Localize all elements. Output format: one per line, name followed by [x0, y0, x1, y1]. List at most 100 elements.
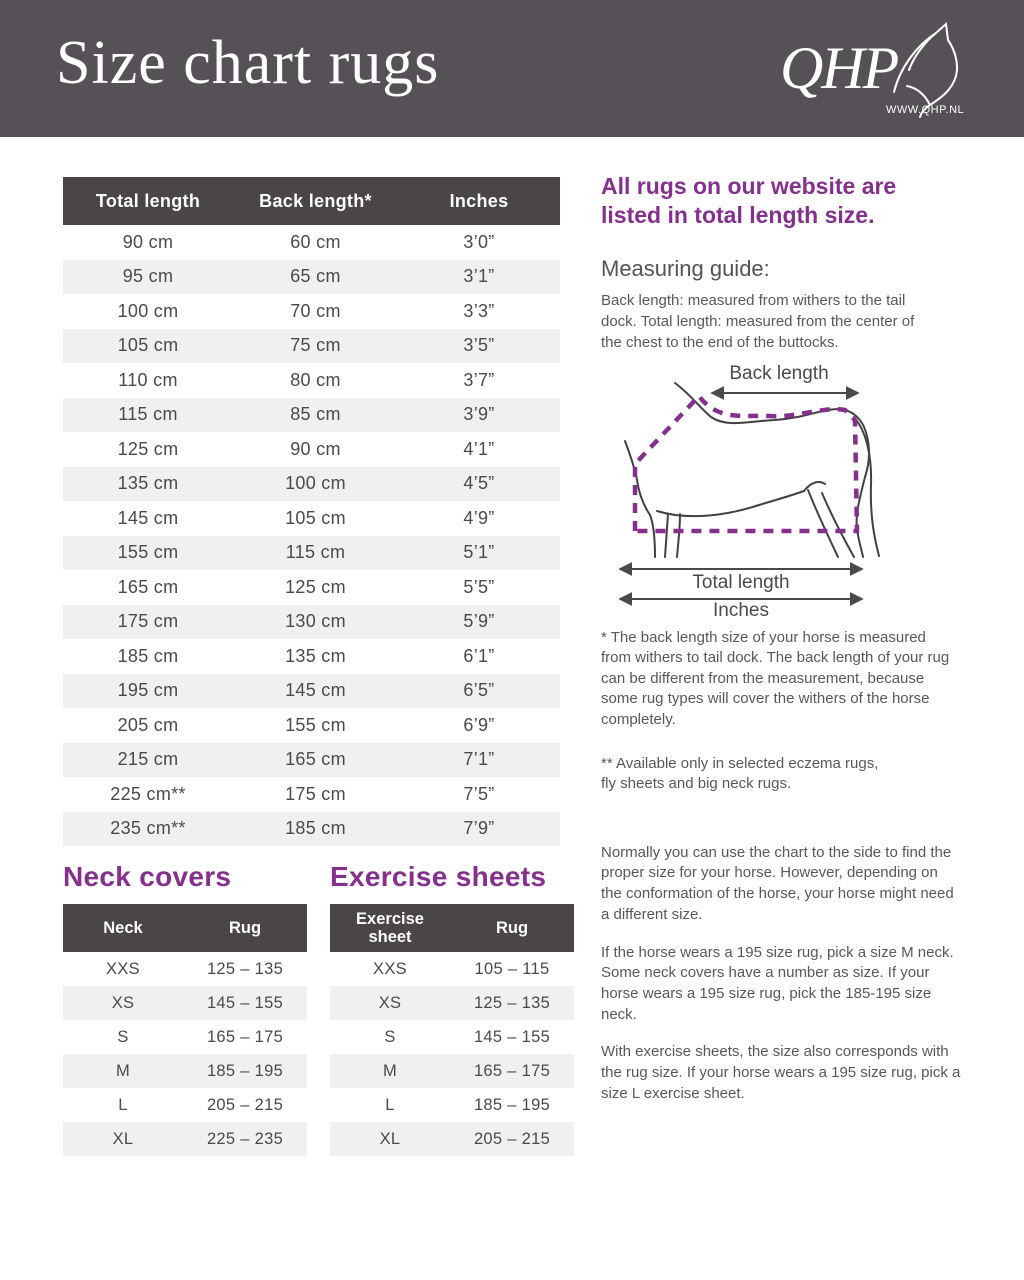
total-length-definition: Total length: measured from the center o…	[601, 313, 915, 352]
table-cell: 135 cm	[285, 645, 346, 666]
table-cell: 100 cm	[117, 300, 179, 321]
table-cell: 75 cm	[233, 328, 398, 363]
table-cell: 185 – 195	[473, 1095, 551, 1114]
measuring-guide-text: Back length: measured from withers to th…	[601, 290, 927, 353]
table-cell: 100 cm	[233, 466, 398, 501]
table-cell: M	[63, 1054, 183, 1088]
table-cell: 115 cm	[233, 535, 398, 570]
rug-size-table-header: Total length Back length* Inches	[63, 177, 560, 225]
table-cell: S	[117, 1027, 129, 1046]
table-row: XS 145 – 155	[63, 986, 307, 1020]
table-cell: L	[385, 1095, 395, 1114]
table-cell: 4’1”	[463, 438, 495, 459]
table-cell: 125 – 135	[450, 986, 574, 1020]
page-title: Size chart rugs	[56, 29, 440, 97]
table-row: 145 cm 105 cm 4’9”	[63, 501, 560, 536]
qhp-logo-url: WWW.QHP.NL	[886, 104, 964, 116]
table-row: 110 cm 80 cm 3’7”	[63, 363, 560, 398]
table-row: 225 cm** 175 cm 7’5”	[63, 777, 560, 812]
table-cell: XS	[330, 986, 450, 1020]
page-header: Size chart rugs QHP WWW.QHP.NL	[0, 0, 1024, 137]
table-cell: 185 – 195	[183, 1054, 307, 1088]
table-cell: 85 cm	[233, 397, 398, 432]
table-cell: 145 – 155	[473, 1027, 551, 1046]
table-cell: 105 cm	[63, 328, 233, 363]
advice-paragraph-exercise: With exercise sheets, the size also corr…	[601, 1043, 961, 1102]
table-row: 175 cm 130 cm 5’9”	[63, 604, 560, 639]
table-row: 205 cm 155 cm 6’9”	[63, 708, 560, 743]
table-row: 90 cm 60 cm 3’0”	[63, 225, 560, 260]
column-header-rug: Rug	[450, 904, 574, 952]
column-header-rug: Rug	[183, 904, 307, 952]
table-cell: 90 cm	[290, 438, 341, 459]
table-row: 125 cm 90 cm 4’1”	[63, 432, 560, 467]
column-header-neck: Neck	[63, 904, 183, 952]
table-cell: 155 cm	[63, 535, 233, 570]
table-row: 155 cm 115 cm 5’1”	[63, 535, 560, 570]
column-header-exercise-sheet: Exercise sheet	[330, 904, 450, 952]
table-row: S 165 – 175	[63, 1020, 307, 1054]
table-cell: 5’9”	[398, 604, 560, 639]
table-cell: S	[384, 1027, 396, 1046]
table-cell: 6’1”	[463, 645, 495, 666]
table-cell: 225 – 235	[183, 1122, 307, 1156]
exercise-sheet-header-label: Exercise sheet	[356, 909, 424, 946]
horse-measurement-diagram: Back length Total length Inc	[618, 363, 880, 618]
table-row: 100 cm 70 cm 3’3”	[63, 294, 560, 329]
table-cell: 3’3”	[463, 300, 495, 321]
table-row: 215 cm 165 cm 7’1”	[63, 742, 560, 777]
table-cell: 7’1”	[398, 742, 560, 777]
exercise-sheets-table: Exercise sheet Rug XXS 105 – 115 XS 125 – 1…	[330, 904, 574, 1156]
table-cell: 165 cm	[233, 742, 398, 777]
table-cell: 6’9”	[463, 714, 495, 735]
exercise-sheets-table-header: Exercise sheet Rug	[330, 904, 574, 952]
table-cell: 235 cm**	[63, 811, 233, 846]
table-cell: 145 cm	[117, 507, 179, 528]
advice-paragraph-general: Normally you can use the chart to the si…	[601, 843, 954, 923]
total-length-label: Total length	[692, 572, 789, 593]
rug-outline-dashed	[632, 392, 860, 534]
table-cell: 130 cm	[233, 604, 398, 639]
table-cell: 6’5”	[398, 673, 560, 708]
table-row: XXS 105 – 115	[330, 952, 574, 986]
table-cell: 5’5”	[463, 576, 495, 597]
table-row: XL 205 – 215	[330, 1122, 574, 1156]
table-cell: 155 cm	[285, 714, 346, 735]
table-row: L 205 – 215	[63, 1088, 307, 1122]
table-row: XL 225 – 235	[63, 1122, 307, 1156]
table-cell: 80 cm	[290, 369, 341, 390]
right-column: All rugs on our website are listed in to…	[601, 172, 961, 1121]
exercise-sheets-table-body: XXS 105 – 115 XS 125 – 135 S 145 – 155 M 165 – …	[330, 952, 574, 1156]
advice-paragraph-neck: If the horse wears a 195 size rug, pick …	[601, 943, 954, 1023]
table-cell: 165 – 175	[206, 1027, 284, 1046]
table-row: L 185 – 195	[330, 1088, 574, 1122]
table-cell: 225 cm**	[110, 783, 186, 804]
table-cell: 4’5”	[398, 466, 560, 501]
table-row: S 145 – 155	[330, 1020, 574, 1054]
neck-covers-table-body: XXS 125 – 135 XS 145 – 155 S 165 – 175 M 185 – …	[63, 952, 307, 1156]
neck-covers-table: Neck Rug XXS 125 – 135 XS 145 – 155 S 165 – 1…	[63, 904, 307, 1156]
qhp-logo-text: QHP	[780, 35, 899, 101]
table-cell: 3’9”	[398, 397, 560, 432]
table-cell: 165 cm	[117, 576, 179, 597]
inches-label: Inches	[713, 600, 769, 618]
horse-head-icon	[893, 21, 958, 118]
qhp-logo: QHP WWW.QHP.NL	[780, 21, 964, 118]
table-cell: 4’9”	[463, 507, 495, 528]
table-cell: 5’1”	[398, 535, 560, 570]
column-header-total-length: Total length	[63, 177, 233, 225]
table-cell: 145 cm	[233, 673, 398, 708]
table-cell: 3’0”	[463, 231, 495, 252]
table-cell: 125 cm	[117, 438, 179, 459]
table-cell: 205 – 215	[450, 1122, 574, 1156]
table-cell: 115 cm	[63, 397, 233, 432]
table-cell: M	[330, 1054, 450, 1088]
rug-size-table-body: 90 cm 60 cm 3’0” 95 cm 65 cm 3’1” 100 cm 70 cm 3…	[63, 225, 560, 846]
table-cell: 195 cm	[63, 673, 233, 708]
table-row: 135 cm 100 cm 4’5”	[63, 466, 560, 501]
table-row: 115 cm 85 cm 3’9”	[63, 397, 560, 432]
table-cell: 205 cm	[117, 714, 179, 735]
exercise-sheets-heading: Exercise sheets	[330, 861, 547, 892]
table-row: M 185 – 195	[63, 1054, 307, 1088]
